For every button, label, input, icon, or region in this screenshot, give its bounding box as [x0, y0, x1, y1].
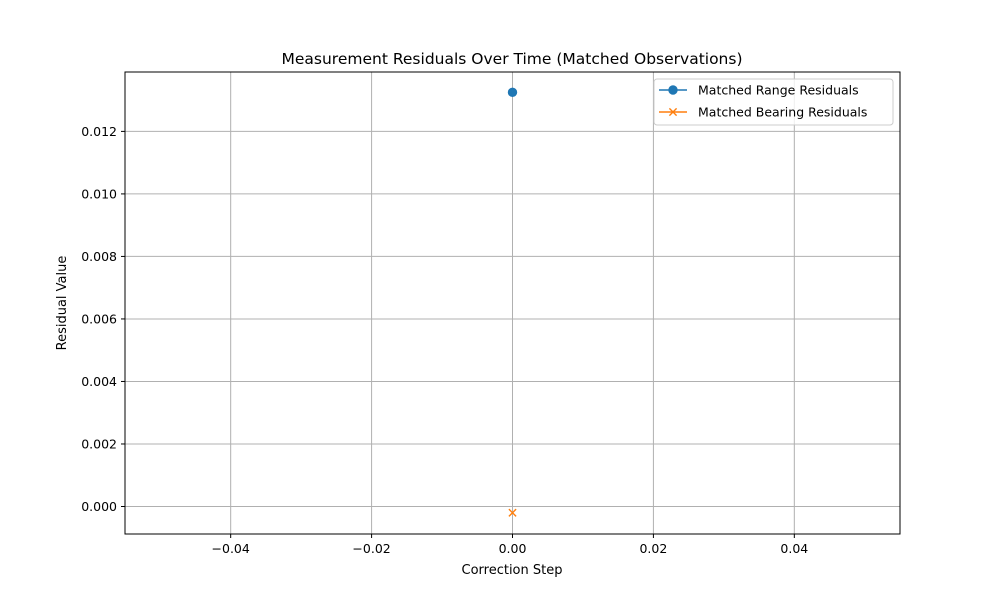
x-tick-label: 0.02: [639, 541, 667, 556]
data-marks: [507, 87, 518, 517]
ticks: −0.04 −0.02 0.00 0.02 0.04 0.000 0.002 0.004 0.0…: [81, 124, 808, 556]
y-tick-label: 0.010: [81, 186, 117, 201]
y-tick-label: 0.006: [81, 311, 117, 326]
y-axis-label: Residual Value: [55, 256, 70, 351]
y-tick-label: 0.000: [81, 499, 117, 514]
x-tick-label: 0.00: [499, 541, 527, 556]
legend-marker: [668, 107, 678, 117]
plot-frame: [124, 71, 901, 535]
x-tick-label: −0.04: [212, 541, 250, 556]
chart-title: Measurement Residuals Over Time (Matched…: [281, 50, 742, 68]
y-tick-label: 0.002: [81, 436, 117, 451]
y-tick-label: 0.012: [81, 124, 117, 139]
y-tick-label: 0.004: [81, 374, 117, 389]
data-point-series-0: [507, 87, 518, 98]
x-axis-label: Correction Step: [462, 563, 563, 578]
y-tick-label: 0.008: [81, 249, 117, 264]
legend-box: [653, 78, 894, 126]
legend-label: Matched Range Residuals: [698, 83, 859, 98]
x-tick-label: 0.04: [780, 541, 808, 556]
legend-label: Matched Bearing Residuals: [698, 105, 867, 120]
x-tick-label: −0.02: [352, 541, 390, 556]
grid: [125, 72, 900, 534]
data-point-series-1: [508, 508, 517, 517]
legend: Matched Range Residuals Matched Bearing R…: [653, 78, 894, 126]
legend-marker: [668, 85, 678, 95]
